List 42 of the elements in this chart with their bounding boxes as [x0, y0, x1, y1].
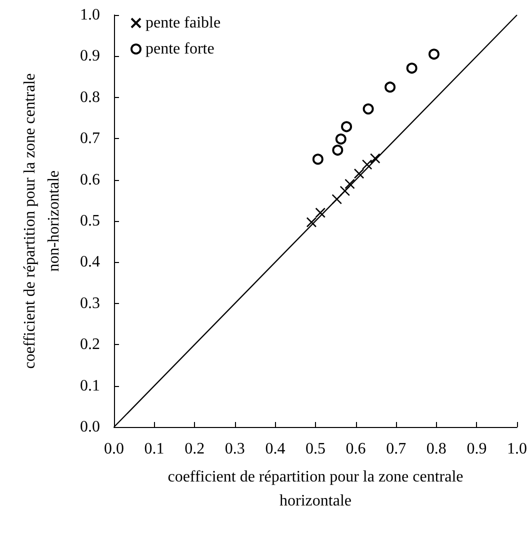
point — [344, 178, 355, 190]
x-tick-label: 0.2 — [184, 440, 205, 458]
point — [332, 144, 344, 156]
point — [340, 186, 350, 196]
point — [354, 168, 364, 179]
x-tick-label: 0.1 — [144, 440, 164, 458]
point — [312, 154, 324, 165]
y-tick-label: 0.6 — [80, 171, 100, 188]
point — [362, 159, 372, 170]
x-tick-label: 0.5 — [306, 440, 326, 458]
x-tick-label: 0.6 — [346, 440, 366, 458]
point — [370, 153, 380, 164]
x-tick-label: 0.4 — [265, 440, 286, 458]
y-tick-label: 0.0 — [80, 418, 100, 436]
point — [306, 217, 317, 228]
x-tick-label: 0.3 — [224, 440, 245, 458]
point — [335, 134, 346, 145]
y-tick-label: 0.9 — [80, 48, 100, 65]
point — [332, 194, 342, 204]
point — [362, 103, 374, 114]
point — [406, 62, 418, 74]
legend-label: pente forte — [146, 40, 214, 58]
point — [315, 208, 326, 218]
y-tick-label: 0.5 — [80, 212, 100, 230]
x-tick-label: 0.8 — [426, 440, 446, 458]
x-tick-label: 0.0 — [104, 440, 124, 458]
x-tick-label: 0.9 — [466, 440, 487, 458]
x-axis-title: coefficient de répartition pour la zone centrale horizontale — [168, 468, 464, 510]
y-tick-label: 0.2 — [80, 336, 100, 354]
point — [341, 121, 352, 132]
y-tick-label: 0.7 — [80, 130, 100, 148]
y-tick-label: 0.1 — [80, 377, 100, 394]
legend-label: pente faible — [146, 14, 221, 32]
y-axis-title: coefficient de répartition pour la zone centrale non-horizontale — [22, 73, 62, 369]
x-tick-label: 1.0 — [507, 440, 527, 458]
y-tick-label: 0.3 — [80, 294, 100, 312]
point — [384, 82, 396, 93]
y-tick-label: 1.0 — [80, 6, 100, 24]
x-tick-label: 0.7 — [386, 440, 406, 458]
y-tick-label: 0.8 — [80, 88, 100, 106]
point — [428, 48, 440, 60]
y-tick-label: 0.4 — [80, 254, 100, 271]
